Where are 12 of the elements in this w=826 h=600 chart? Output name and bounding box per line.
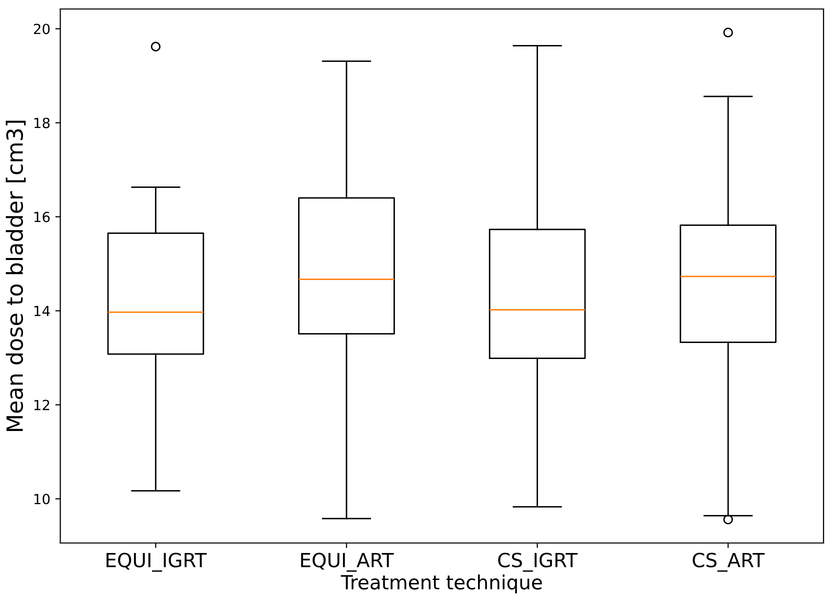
x-tick-label: CS_ART (692, 552, 765, 572)
y-tick-label: 18 (34, 118, 50, 128)
y-tick-label: 14 (34, 306, 50, 316)
x-tick-label: EQUI_ART (301, 552, 394, 572)
y-axis-title: Mean dose to bladder [cm3] (6, 120, 26, 431)
x-axis-title: Treatment technique (340, 574, 542, 594)
y-tick-label: 16 (34, 212, 50, 222)
y-tick-label: 10 (34, 494, 50, 504)
y-tick-label: 20 (34, 24, 50, 34)
x-tick-label: CS_IGRT (498, 552, 578, 572)
x-tick-label: EQUI_IGRT (106, 552, 207, 572)
y-tick-label: 12 (34, 400, 50, 410)
